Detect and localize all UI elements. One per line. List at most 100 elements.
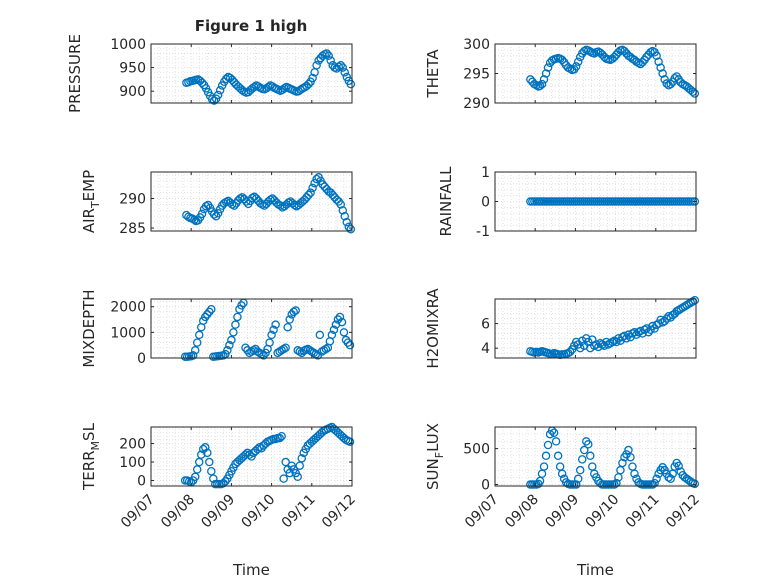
data-point xyxy=(312,60,321,70)
data-point xyxy=(285,315,294,324)
y-tick-label: 2000 xyxy=(110,300,146,316)
y-tick-label: 295 xyxy=(463,67,490,83)
data-point xyxy=(690,89,700,98)
data-point xyxy=(644,327,653,337)
data-point xyxy=(346,224,356,234)
data-point xyxy=(549,428,559,438)
axes-box xyxy=(150,43,353,104)
data-point xyxy=(656,63,665,72)
y-axis-label-main: AIR xyxy=(80,208,98,233)
data-point xyxy=(306,188,315,197)
y-tick-label: 900 xyxy=(119,84,146,100)
data-point xyxy=(553,451,563,461)
y-axis-label-rest: SL xyxy=(80,422,98,441)
data-point xyxy=(209,96,219,105)
data-point xyxy=(241,450,250,459)
y-axis-label: MIXDEPTH xyxy=(80,289,98,367)
data-point xyxy=(557,55,567,65)
grid xyxy=(150,172,353,231)
data-point xyxy=(197,78,207,87)
data-point xyxy=(630,469,639,479)
data-point xyxy=(537,79,547,89)
data-point xyxy=(670,73,679,83)
data-point xyxy=(192,465,202,474)
data-point xyxy=(618,458,627,468)
data-point xyxy=(608,337,617,347)
data-point xyxy=(340,68,350,77)
data-point xyxy=(571,337,581,347)
axes-box xyxy=(494,298,697,359)
data-point xyxy=(638,58,647,67)
data-point xyxy=(276,201,285,210)
data-point xyxy=(535,81,545,91)
series-points xyxy=(526,45,700,98)
y-tick-label: 950 xyxy=(119,61,146,77)
y-axis-label: AIRTEMP xyxy=(80,170,102,233)
data-point xyxy=(213,90,223,100)
plot-area xyxy=(495,427,696,486)
data-point xyxy=(194,330,204,340)
data-point xyxy=(219,351,228,360)
data-point xyxy=(541,69,551,78)
data-point xyxy=(686,477,696,486)
data-point xyxy=(190,215,199,225)
data-point xyxy=(237,301,246,310)
data-point xyxy=(690,479,700,489)
data-point xyxy=(346,79,356,89)
y-axis-label-rest: LUX xyxy=(424,423,442,452)
subplot-rainfall: -1 0 1 RAINFALL xyxy=(437,165,700,240)
data-point xyxy=(243,346,252,355)
data-point xyxy=(658,69,667,78)
series-points xyxy=(180,422,355,489)
y-axis-label-sub: M xyxy=(89,441,102,451)
series-points xyxy=(180,298,355,361)
data-point xyxy=(231,320,240,329)
data-point xyxy=(345,340,355,350)
data-point xyxy=(337,317,347,327)
y-tick-label: 1000 xyxy=(110,325,146,341)
y-axis-label: SUNFLUX xyxy=(424,423,446,490)
data-point xyxy=(666,474,675,484)
y-axis-label-rest: EMP xyxy=(80,170,98,201)
data-point xyxy=(315,330,325,340)
data-point xyxy=(308,183,317,193)
data-point xyxy=(227,335,236,345)
data-point xyxy=(207,466,216,476)
data-point xyxy=(652,51,661,61)
data-point xyxy=(221,74,231,84)
data-point xyxy=(241,343,250,352)
x-axis-label: Time xyxy=(232,561,270,579)
y-axis-label: THETA xyxy=(424,49,442,99)
data-point xyxy=(557,469,567,479)
data-point xyxy=(612,478,621,488)
data-point xyxy=(289,307,298,317)
data-point xyxy=(324,51,333,61)
data-point xyxy=(345,437,355,446)
series-points xyxy=(526,426,700,489)
series-points xyxy=(182,49,356,105)
data-point xyxy=(539,462,549,471)
y-tick-label: 6 xyxy=(481,317,490,333)
y-tick-label: 4 xyxy=(481,341,490,357)
x-axis-label: Time xyxy=(576,561,614,579)
subplot-pressure: 900 950 1000 PRESSURE xyxy=(66,34,356,113)
y-tick-label: 285 xyxy=(119,221,146,237)
data-point xyxy=(592,340,601,349)
data-point xyxy=(281,343,290,352)
data-point xyxy=(275,433,284,443)
data-point xyxy=(205,457,214,467)
data-point xyxy=(586,451,595,461)
data-point xyxy=(565,347,575,357)
axes-box xyxy=(150,298,353,359)
data-point xyxy=(229,201,239,210)
data-point xyxy=(190,472,200,482)
data-point xyxy=(293,472,302,482)
y-tick-label: 0 xyxy=(481,478,490,494)
data-point xyxy=(674,461,683,471)
data-point xyxy=(654,57,663,66)
data-point xyxy=(283,322,292,332)
data-point xyxy=(194,457,204,467)
data-point xyxy=(543,63,553,72)
y-axis-label-main: TERR xyxy=(80,450,98,491)
